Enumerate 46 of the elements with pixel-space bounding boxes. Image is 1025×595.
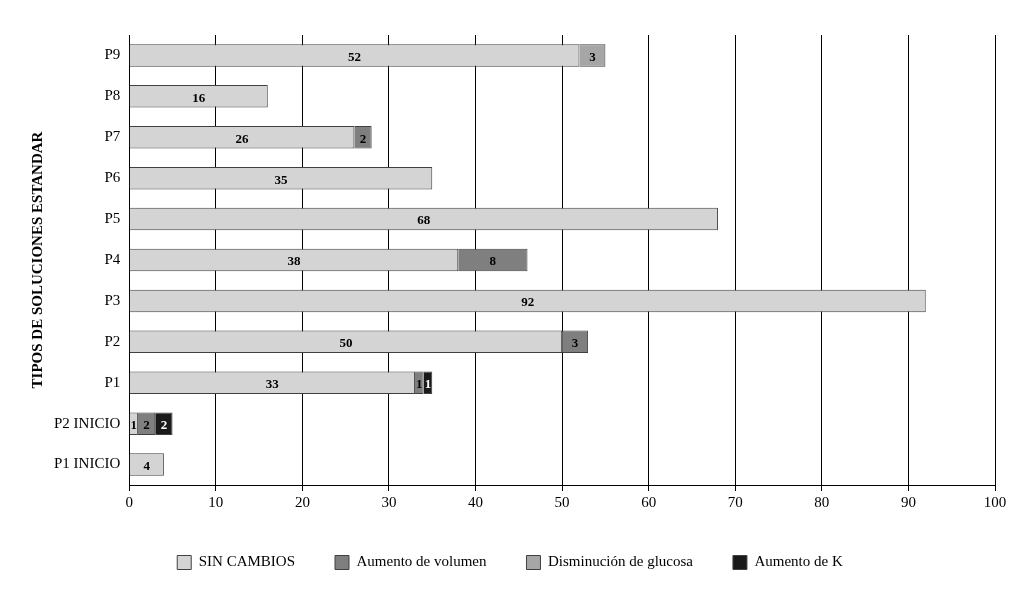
data-label: 50	[339, 335, 353, 351]
x-tick-label: 90	[900, 493, 916, 510]
legend-label: Aumento de K	[754, 553, 843, 570]
data-label: 3	[589, 48, 597, 64]
data-label: 4	[143, 457, 151, 473]
data-label: 16	[192, 89, 206, 105]
data-label: 1	[130, 417, 138, 432]
y-tick-label: P7	[104, 128, 121, 145]
y-tick-label: P5	[104, 210, 121, 227]
x-tick-label: 80	[814, 493, 830, 510]
x-tick-label: 100	[983, 493, 1007, 510]
y-axis-title: TIPOS DE SOLUCIONES ESTANDAR	[28, 131, 45, 389]
data-label: 3	[571, 335, 579, 351]
x-tick-label: 40	[468, 493, 484, 510]
data-label: 92	[521, 294, 535, 310]
y-tick-label: P1	[104, 373, 121, 390]
x-tick-label: 20	[294, 493, 310, 510]
legend-label: Aumento de volumen	[356, 553, 487, 570]
y-tick-label: P4	[104, 250, 121, 267]
x-tick-label: 60	[641, 493, 657, 510]
data-label: 2	[143, 417, 150, 432]
data-label: 52	[348, 48, 362, 64]
data-label: 26	[235, 130, 250, 146]
x-tick-label: 10	[208, 493, 224, 510]
x-tick-label: 30	[381, 493, 397, 510]
y-tick-label: P8	[104, 87, 121, 104]
y-tick-label: P1 INICIO	[54, 455, 121, 472]
data-label: 38	[287, 253, 301, 269]
y-tick-label: P2	[104, 332, 121, 349]
legend-label: Disminución de glucosa	[547, 553, 694, 570]
y-tick-label: P9	[104, 46, 121, 63]
data-label: 2	[160, 417, 168, 432]
data-label: 2	[359, 130, 367, 146]
y-tick-label: P6	[104, 169, 121, 186]
data-label: 8	[489, 253, 497, 269]
y-tick-label: P2 INICIO	[54, 414, 121, 431]
x-tick-label: 50	[554, 493, 570, 510]
data-label: 35	[274, 171, 288, 187]
data-label: 1	[424, 376, 432, 392]
legend-label: SIN CAMBIOS	[198, 553, 296, 570]
data-label: 1	[416, 376, 423, 392]
x-tick-label: 0	[125, 493, 133, 510]
data-label: 68	[417, 212, 431, 228]
y-tick-label: P3	[104, 291, 121, 308]
x-tick-label: 70	[727, 493, 743, 510]
data-label: 33	[265, 376, 280, 392]
